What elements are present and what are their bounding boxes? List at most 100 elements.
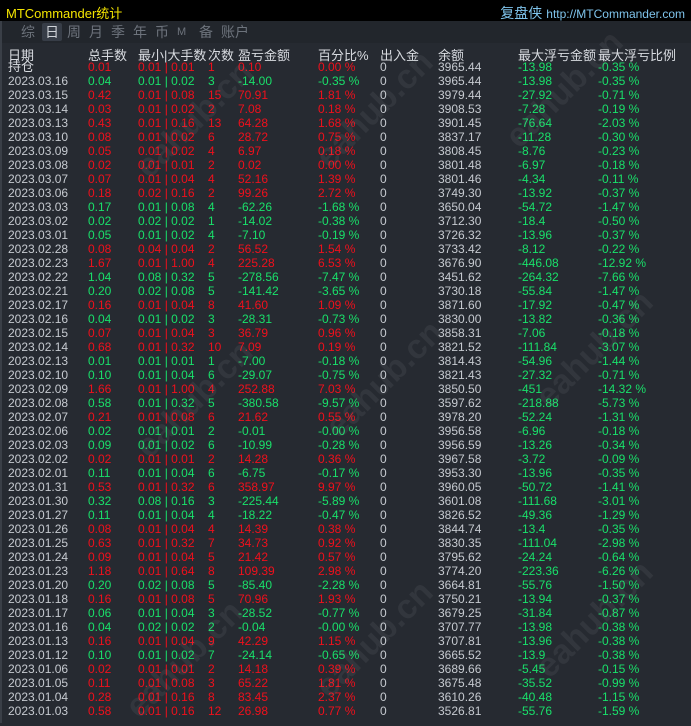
cell-date: 2023.01.18 bbox=[8, 592, 69, 606]
brand[interactable]: 复盘侠 http://MTCommander.com bbox=[500, 3, 685, 23]
cell-count: 13 bbox=[208, 116, 222, 130]
cell-min-max-lots: 0.01 | 0.32 bbox=[138, 396, 195, 410]
left-border bbox=[0, 21, 2, 723]
cell-pnl: 65.22 bbox=[238, 676, 269, 690]
cell-pnl: 70.96 bbox=[238, 592, 269, 606]
tab-1[interactable]: 日 bbox=[42, 23, 62, 41]
cell-date: 2023.02.28 bbox=[8, 242, 69, 256]
cell-max-float-ratio: -0.34 % bbox=[598, 438, 640, 452]
cell-balance: 3726.32 bbox=[438, 228, 482, 242]
cell-max-float-loss: -6.96 bbox=[518, 424, 546, 438]
cell-min-max-lots: 0.01 | 0.04 bbox=[138, 326, 195, 340]
cell-pnl: 34.73 bbox=[238, 536, 269, 550]
cell-deposit: 0 bbox=[380, 312, 387, 326]
cell-pnl: -0.01 bbox=[238, 424, 266, 438]
cell-count: 1 bbox=[208, 60, 215, 74]
cell-min-max-lots: 0.02 | 0.08 bbox=[138, 578, 195, 592]
cell-max-float-ratio: -12.92 % bbox=[598, 256, 647, 270]
cell-balance: 3801.48 bbox=[438, 158, 482, 172]
cell-min-max-lots: 0.01 | 0.08 bbox=[138, 592, 195, 606]
cell-balance: 3597.62 bbox=[438, 396, 482, 410]
cell-date: 2023.02.21 bbox=[8, 284, 69, 298]
header-pnl[interactable]: 盈亏金额 bbox=[238, 48, 291, 63]
cell-min-max-lots: 0.01 | 0.32 bbox=[138, 536, 195, 550]
cell-count: 4 bbox=[208, 382, 215, 396]
cell-count: 5 bbox=[208, 550, 215, 564]
cell-deposit: 0 bbox=[380, 424, 387, 438]
cell-min-max-lots: 0.01 | 0.01 bbox=[138, 158, 195, 172]
cell-min-max-lots: 0.01 | 0.02 bbox=[138, 228, 195, 242]
cell-count: 8 bbox=[208, 298, 215, 312]
cell-percent: -0.73 % bbox=[318, 312, 360, 326]
cell-total-lots: 0.10 bbox=[88, 648, 112, 662]
cell-pnl: 28.72 bbox=[238, 130, 269, 144]
cell-date: 2023.02.07 bbox=[8, 410, 69, 424]
cell-count: 1 bbox=[208, 214, 215, 228]
cell-percent: -0.35 % bbox=[318, 74, 360, 88]
cell-count: 3 bbox=[208, 494, 215, 508]
cell-count: 10 bbox=[208, 340, 222, 354]
header-min-max-lots[interactable]: 最小|大手数 bbox=[138, 48, 207, 63]
header-balance[interactable]: 余额 bbox=[438, 48, 465, 63]
cell-count: 4 bbox=[208, 228, 215, 242]
cell-count: 4 bbox=[208, 172, 215, 186]
header-percent[interactable]: 百分比% bbox=[318, 48, 369, 63]
tab-2[interactable]: 周 bbox=[67, 24, 81, 40]
cell-date: 2023.02.23 bbox=[8, 256, 69, 270]
cell-balance: 3850.50 bbox=[438, 382, 482, 396]
cell-percent: 0.96 % bbox=[318, 326, 356, 340]
tab-8[interactable]: 备 bbox=[199, 24, 213, 40]
cell-date: 2023.03.06 bbox=[8, 186, 69, 200]
cell-date: 2023.03.15 bbox=[8, 88, 69, 102]
cell-min-max-lots: 0.02 | 0.08 bbox=[138, 284, 195, 298]
cell-percent: -0.00 % bbox=[318, 620, 360, 634]
header-max-float-loss[interactable]: 最大浮亏金额 bbox=[518, 48, 597, 63]
cell-count: 2 bbox=[208, 620, 215, 634]
cell-deposit: 0 bbox=[380, 690, 387, 704]
cell-max-float-ratio: -2.98 % bbox=[598, 536, 640, 550]
tab-3[interactable]: 月 bbox=[89, 24, 103, 40]
cell-balance: 3801.46 bbox=[438, 172, 482, 186]
header-total-lots[interactable]: 总手数 bbox=[88, 48, 128, 63]
cell-total-lots: 0.58 bbox=[88, 704, 112, 718]
cell-total-lots: 0.05 bbox=[88, 228, 112, 242]
tab-0[interactable]: 综 bbox=[21, 24, 35, 40]
tab-6[interactable]: 币 bbox=[155, 24, 169, 40]
header-date[interactable]: 日期 bbox=[8, 48, 35, 63]
tab-5[interactable]: 年 bbox=[133, 24, 147, 40]
cell-min-max-lots: 0.01 | 0.02 bbox=[138, 130, 195, 144]
cell-percent: 2.98 % bbox=[318, 564, 356, 578]
cell-count: 3 bbox=[208, 606, 215, 620]
cell-count: 5 bbox=[208, 592, 215, 606]
header-deposit[interactable]: 出入金 bbox=[380, 48, 420, 63]
cell-total-lots: 0.08 bbox=[88, 242, 112, 256]
cell-balance: 3730.18 bbox=[438, 284, 482, 298]
cell-total-lots: 0.02 bbox=[88, 158, 112, 172]
header-max-float-ratio[interactable]: 最大浮亏比例 bbox=[598, 48, 677, 63]
cell-balance: 3750.21 bbox=[438, 592, 482, 606]
cell-percent: 0.39 % bbox=[318, 662, 356, 676]
cell-pnl: 109.39 bbox=[238, 564, 275, 578]
cell-balance: 3965.44 bbox=[438, 74, 482, 88]
cell-percent: 0.00 % bbox=[318, 60, 356, 74]
cell-total-lots: 0.53 bbox=[88, 480, 112, 494]
cell-min-max-lots: 0.08 | 0.16 bbox=[138, 494, 195, 508]
tab-4[interactable]: 季 bbox=[111, 24, 125, 40]
header-count[interactable]: 次数 bbox=[208, 48, 235, 63]
cell-total-lots: 1.04 bbox=[88, 270, 112, 284]
tab-9[interactable]: 账户 bbox=[221, 24, 249, 40]
cell-min-max-lots: 0.01 | 0.04 bbox=[138, 522, 195, 536]
cell-min-max-lots: 0.01 | 0.04 bbox=[138, 172, 195, 186]
cell-count: 6 bbox=[208, 410, 215, 424]
cell-date: 2023.01.31 bbox=[8, 480, 69, 494]
cell-pnl: 52.16 bbox=[238, 172, 269, 186]
cell-min-max-lots: 0.01 | 0.04 bbox=[138, 550, 195, 564]
cell-max-float-ratio: -1.31 % bbox=[598, 410, 640, 424]
cell-max-float-loss: -18.4 bbox=[518, 214, 546, 228]
cell-percent: -0.65 % bbox=[318, 648, 360, 662]
cell-min-max-lots: 0.01 | 0.04 bbox=[138, 298, 195, 312]
tab-7[interactable]: M bbox=[177, 26, 187, 38]
cell-balance: 3978.20 bbox=[438, 410, 482, 424]
brand-url[interactable]: http://MTCommander.com bbox=[546, 7, 685, 21]
cell-count: 6 bbox=[208, 480, 215, 494]
